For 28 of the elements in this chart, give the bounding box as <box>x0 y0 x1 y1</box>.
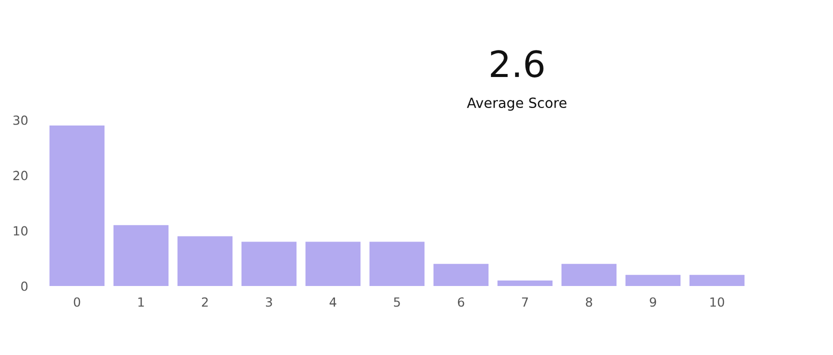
x-tick-label: 10 <box>710 297 724 307</box>
bar <box>49 126 105 286</box>
x-tick-label: 2 <box>202 297 208 307</box>
x-tick-label: 3 <box>266 297 272 307</box>
bar <box>177 236 233 286</box>
y-tick-label: 30 <box>13 115 28 125</box>
x-tick-label: 8 <box>586 297 592 307</box>
text: Average Score <box>466 98 566 111</box>
y-tick-label: 0 <box>21 281 28 291</box>
bar <box>689 274 745 286</box>
bar <box>561 264 617 286</box>
x-tick-label: 5 <box>394 297 400 307</box>
text: 2.6 <box>490 50 544 78</box>
x-tick-label: 4 <box>330 297 336 307</box>
bar <box>113 225 169 286</box>
y-tick-label: 20 <box>13 170 28 180</box>
x-tick-label: 9 <box>650 297 656 307</box>
bar <box>369 242 425 286</box>
x-tick-label: 0 <box>74 297 80 307</box>
bar <box>497 280 553 286</box>
x-tick-label: 7 <box>522 297 528 307</box>
x-tick-label: 6 <box>458 297 464 307</box>
bar <box>433 264 489 286</box>
x-tick-label: 1 <box>138 297 144 307</box>
y-tick-label: 10 <box>14 226 28 236</box>
bar <box>241 242 297 286</box>
bar <box>305 242 361 286</box>
bar <box>625 274 681 286</box>
